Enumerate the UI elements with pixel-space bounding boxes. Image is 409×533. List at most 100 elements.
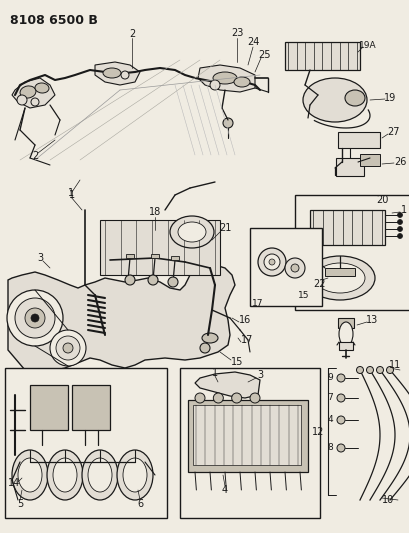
Circle shape bbox=[356, 367, 363, 374]
Circle shape bbox=[222, 118, 232, 128]
Ellipse shape bbox=[15, 298, 55, 338]
Circle shape bbox=[336, 444, 344, 452]
Bar bbox=[337, 132, 379, 148]
Polygon shape bbox=[95, 62, 139, 85]
Ellipse shape bbox=[123, 458, 147, 492]
Bar bbox=[338, 342, 352, 350]
Text: 16: 16 bbox=[238, 315, 250, 325]
Bar bbox=[72, 385, 110, 430]
Circle shape bbox=[200, 343, 209, 353]
Text: 1: 1 bbox=[400, 205, 406, 215]
Circle shape bbox=[31, 98, 39, 106]
Ellipse shape bbox=[20, 86, 36, 98]
Circle shape bbox=[31, 314, 39, 322]
Ellipse shape bbox=[178, 222, 205, 242]
Text: 9: 9 bbox=[326, 374, 332, 383]
Circle shape bbox=[63, 343, 73, 353]
Polygon shape bbox=[195, 372, 259, 398]
Ellipse shape bbox=[12, 450, 48, 500]
Text: 6: 6 bbox=[137, 499, 143, 509]
Text: 17: 17 bbox=[252, 300, 263, 309]
Text: 24: 24 bbox=[246, 37, 258, 47]
Polygon shape bbox=[8, 265, 234, 372]
Circle shape bbox=[121, 71, 129, 79]
Ellipse shape bbox=[82, 450, 118, 500]
Text: 2: 2 bbox=[32, 151, 38, 161]
Circle shape bbox=[375, 367, 382, 374]
Text: 15: 15 bbox=[230, 357, 243, 367]
Text: 11: 11 bbox=[388, 360, 400, 370]
Bar bbox=[100, 220, 220, 275]
Bar bbox=[5, 368, 166, 518]
Text: 20: 20 bbox=[375, 195, 387, 205]
Circle shape bbox=[231, 393, 241, 403]
Text: 7: 7 bbox=[326, 393, 332, 402]
Text: 10: 10 bbox=[381, 495, 393, 505]
Ellipse shape bbox=[88, 458, 112, 492]
Text: 3: 3 bbox=[256, 370, 263, 380]
Ellipse shape bbox=[50, 330, 86, 366]
Ellipse shape bbox=[344, 90, 364, 106]
Text: 17: 17 bbox=[240, 335, 253, 345]
Text: 4: 4 bbox=[221, 485, 227, 495]
Bar bbox=[284, 42, 359, 70]
Bar bbox=[335, 158, 363, 176]
Bar bbox=[249, 228, 321, 306]
Text: 1: 1 bbox=[211, 368, 218, 378]
Text: 12: 12 bbox=[311, 427, 324, 437]
Text: 18: 18 bbox=[148, 207, 161, 217]
Bar bbox=[151, 254, 159, 258]
Text: 23: 23 bbox=[230, 28, 243, 38]
Circle shape bbox=[290, 264, 298, 272]
Ellipse shape bbox=[338, 322, 352, 346]
Text: 14: 14 bbox=[8, 478, 20, 488]
Circle shape bbox=[397, 220, 402, 224]
Circle shape bbox=[336, 394, 344, 402]
Ellipse shape bbox=[304, 256, 374, 300]
Text: 19A: 19A bbox=[358, 41, 376, 50]
Ellipse shape bbox=[103, 68, 121, 78]
Text: 4: 4 bbox=[326, 416, 332, 424]
Text: 3: 3 bbox=[37, 253, 43, 263]
Ellipse shape bbox=[213, 72, 236, 84]
Bar bbox=[30, 385, 68, 430]
Circle shape bbox=[397, 213, 402, 217]
Circle shape bbox=[336, 374, 344, 382]
Text: 26: 26 bbox=[393, 157, 405, 167]
Ellipse shape bbox=[7, 290, 63, 346]
Ellipse shape bbox=[234, 77, 249, 87]
Bar bbox=[309, 210, 384, 245]
Ellipse shape bbox=[268, 259, 274, 265]
Text: 15: 15 bbox=[297, 290, 309, 300]
Circle shape bbox=[366, 367, 373, 374]
Ellipse shape bbox=[257, 248, 285, 276]
Bar bbox=[337, 318, 353, 328]
Text: 5: 5 bbox=[17, 499, 23, 509]
Text: 22: 22 bbox=[313, 279, 326, 289]
Circle shape bbox=[213, 393, 223, 403]
Ellipse shape bbox=[314, 263, 364, 293]
Bar bbox=[193, 405, 300, 465]
Ellipse shape bbox=[18, 458, 42, 492]
Circle shape bbox=[195, 393, 204, 403]
Bar bbox=[180, 368, 319, 518]
Bar bbox=[294, 195, 409, 310]
Text: 1: 1 bbox=[69, 190, 75, 200]
Circle shape bbox=[168, 277, 178, 287]
Text: 19: 19 bbox=[383, 93, 395, 103]
Ellipse shape bbox=[170, 216, 213, 248]
Circle shape bbox=[125, 275, 135, 285]
Circle shape bbox=[148, 275, 157, 285]
Polygon shape bbox=[12, 78, 55, 108]
Ellipse shape bbox=[202, 333, 218, 343]
Text: 8108 6500 B: 8108 6500 B bbox=[10, 14, 98, 27]
Ellipse shape bbox=[284, 258, 304, 278]
Polygon shape bbox=[198, 65, 254, 92]
Text: 25: 25 bbox=[258, 50, 271, 60]
Bar bbox=[324, 268, 354, 276]
Circle shape bbox=[386, 367, 393, 374]
Circle shape bbox=[336, 416, 344, 424]
Ellipse shape bbox=[56, 336, 80, 360]
Ellipse shape bbox=[117, 450, 153, 500]
Ellipse shape bbox=[302, 78, 366, 122]
